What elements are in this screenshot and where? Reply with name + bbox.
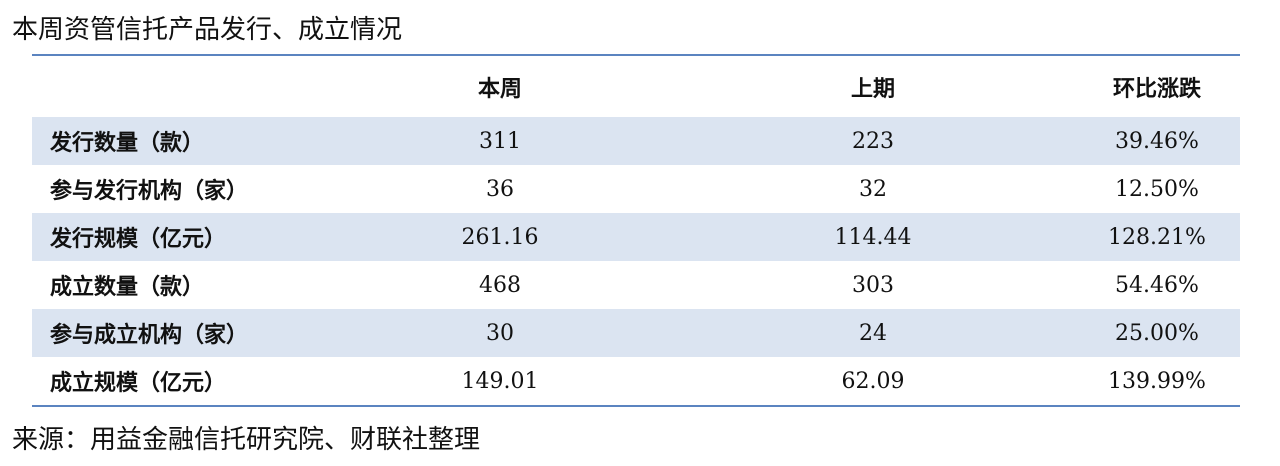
row-label: 发行数量（款）: [50, 130, 205, 156]
table-cell: 62.09: [841, 368, 905, 394]
table-cell: 223: [852, 128, 894, 154]
table-cell: 25.00%: [1115, 320, 1199, 346]
table-cell: 39.46%: [1115, 128, 1199, 154]
table-cell: 32: [859, 176, 887, 202]
row-label: 发行规模（亿元）: [50, 226, 227, 252]
table-cell: 114.44: [834, 224, 912, 250]
column-header: 环比涨跌: [1112, 75, 1201, 102]
table-cell: 30: [486, 320, 514, 346]
row-label: 成立数量（款）: [50, 274, 205, 300]
table-row: 发行规模（亿元） 261.16 114.44 128.21%: [32, 213, 1240, 261]
table-cell: 36: [486, 176, 514, 202]
row-label: 参与发行机构（家）: [50, 178, 249, 204]
table-row: 参与发行机构（家） 36 32 12.50%: [32, 165, 1240, 213]
table-cell: 261.16: [461, 224, 539, 250]
table-cell: 12.50%: [1115, 176, 1199, 202]
table-cell: 24: [859, 320, 887, 346]
table-cell: 54.46%: [1115, 272, 1199, 298]
table-cell: 139.99%: [1108, 368, 1206, 394]
row-label: 参与成立机构（家）: [50, 322, 249, 348]
table-row: 成立数量（款） 468 303 54.46%: [32, 261, 1240, 309]
table-cell: 468: [479, 272, 521, 298]
table-row: 成立规模（亿元） 149.01 62.09 139.99%: [32, 357, 1240, 405]
table: 本周 上期 环比涨跌发行数量（款） 311 223 39.46% 参与发行机构（家） 36 32…: [32, 54, 1240, 407]
column-header: 本周: [477, 75, 522, 102]
source-note: 来源：用益金融信托研究院、财联社整理: [12, 425, 481, 455]
table-cell: 311: [479, 128, 521, 154]
table-cell: 303: [852, 272, 894, 298]
table-title: 本周资管信托产品发行、成立情况: [12, 15, 403, 45]
table-row: 发行数量（款） 311 223 39.46%: [32, 117, 1240, 165]
table-row: 参与成立机构（家） 30 24 25.00%: [32, 309, 1240, 357]
column-header: 上期: [850, 75, 895, 102]
table-cell: 128.21%: [1108, 224, 1206, 250]
row-label: 成立规模（亿元）: [50, 370, 227, 396]
header-row: 本周 上期 环比涨跌: [32, 56, 1240, 117]
table-cell: 149.01: [461, 368, 539, 394]
